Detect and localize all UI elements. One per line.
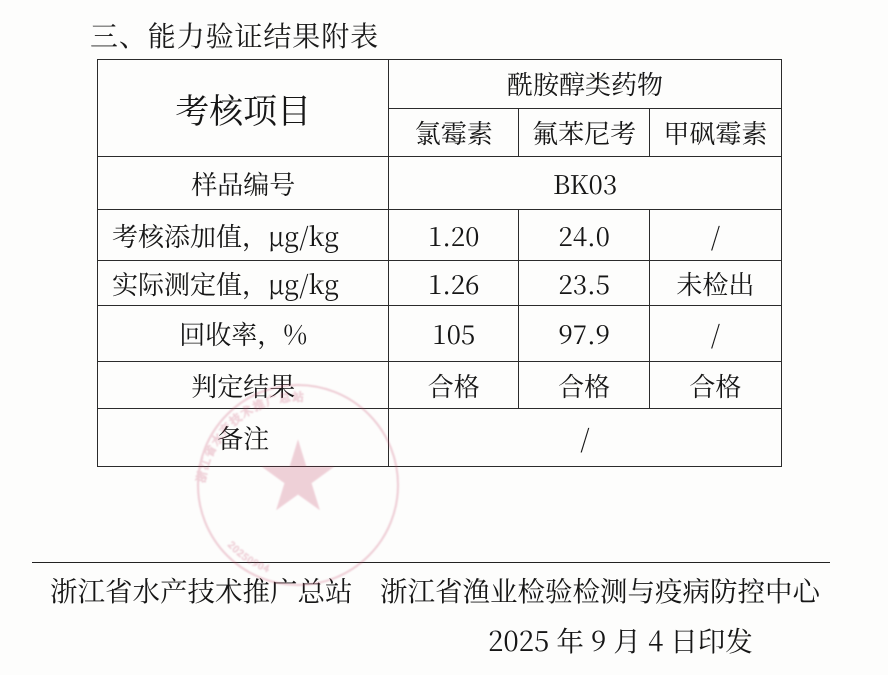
svg-text:20250904: 20250904 (225, 538, 272, 576)
